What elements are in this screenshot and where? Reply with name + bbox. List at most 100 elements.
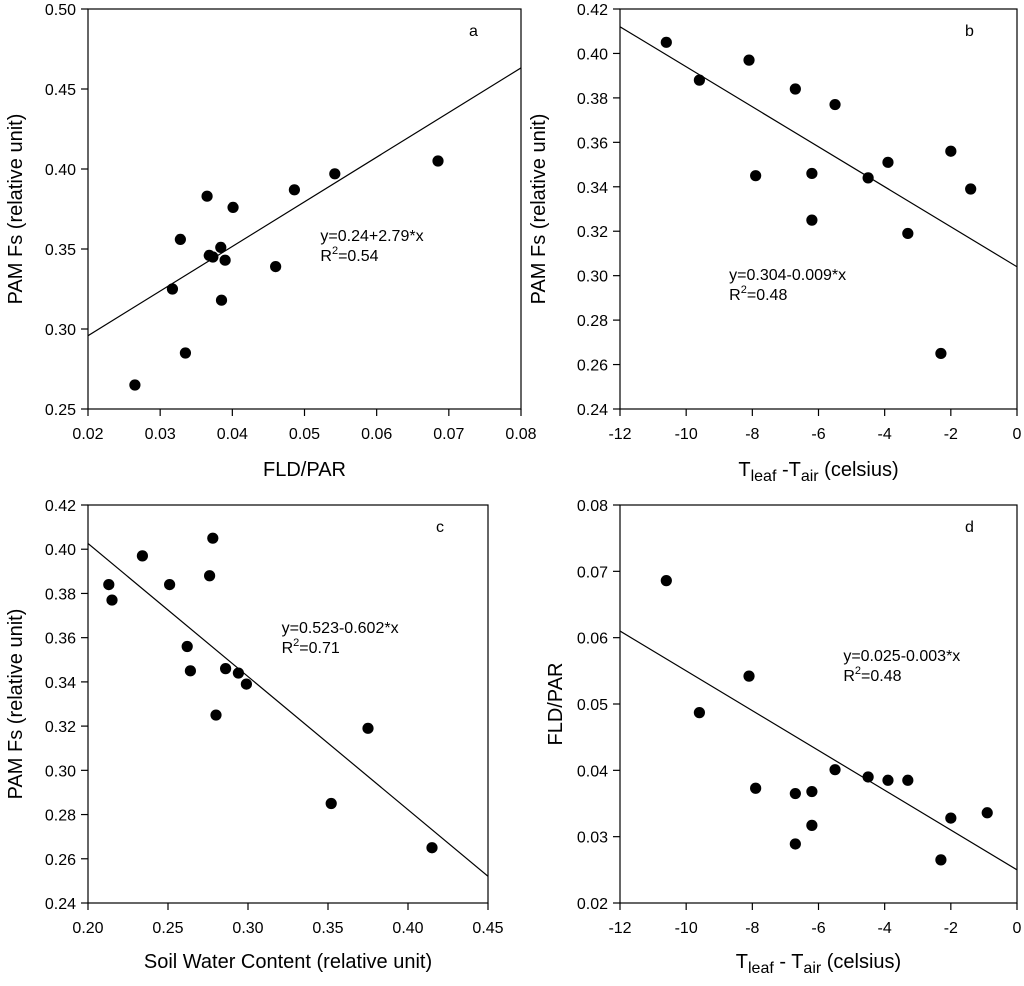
x-tick-label: 0.07 [433, 426, 464, 443]
y-tick-label: 0.38 [45, 586, 76, 603]
x-tick-label: 0.35 [312, 920, 343, 937]
plot-frame [619, 8, 1018, 410]
y-tick-label: 0.45 [45, 82, 76, 99]
x-tick-label: 0.03 [145, 426, 176, 443]
y-tick-label: 0.24 [577, 402, 608, 419]
panel-letter: a [469, 23, 478, 40]
data-point [215, 294, 228, 306]
y-tick-label: 0.30 [45, 763, 76, 780]
data-point [227, 201, 239, 213]
data-point [829, 98, 841, 111]
data-point [432, 155, 444, 167]
y-tick-label: 0.28 [577, 313, 608, 330]
data-point [935, 854, 947, 866]
x-tick-label: -10 [675, 920, 698, 937]
y-tick-label: 0.02 [577, 896, 608, 913]
y-tick-label: 0.28 [45, 808, 76, 825]
regression-line [620, 630, 1017, 871]
panel-letter: c [436, 519, 444, 536]
data-point [806, 214, 818, 226]
r-squared-prefix: R [843, 668, 855, 685]
regression-equation: y=0.025-0.003*x [843, 648, 960, 665]
y-tick-label: 0.24 [45, 896, 76, 913]
data-point [215, 241, 227, 253]
y-tick-label: 0.40 [45, 162, 76, 179]
data-point [179, 347, 192, 359]
r-squared-superscript: 2 [293, 637, 299, 649]
regression-equation: y=0.523-0.602*x [282, 620, 399, 637]
r-squared-prefix: R [320, 248, 332, 265]
y-tick-label: 0.40 [45, 542, 76, 559]
data-point [220, 663, 232, 675]
x-tick-label: 0.06 [361, 426, 392, 443]
x-axis-title-mid: -T [776, 459, 800, 481]
y-tick-label: 0.08 [577, 498, 608, 515]
x-axis-title-sub2: air [803, 960, 821, 977]
data-point [164, 579, 176, 591]
data-point [240, 678, 252, 690]
data-point [789, 83, 801, 95]
panel-a: 0.02 0.03 0.04 0.05 0.06 0.07 0.08 0.25 0.30 0.35… [5, 2, 537, 481]
data-point [184, 665, 196, 677]
x-axis-title-sub1: leaf [751, 468, 777, 485]
data-point [232, 667, 244, 679]
y-tick-label: 0.06 [577, 631, 608, 648]
data-point [166, 283, 179, 295]
x-tick-label: -4 [878, 426, 892, 443]
data-point [106, 594, 118, 606]
y-tick-label: 0.30 [45, 322, 76, 339]
regression-line [620, 26, 1017, 268]
y-tick-label: 0.05 [577, 697, 608, 714]
regression-line [88, 543, 488, 877]
y-tick-label: 0.40 [577, 46, 608, 63]
y-tick-label: 0.36 [45, 631, 76, 648]
x-tick-label: -8 [745, 920, 759, 937]
r-squared-value: =0.48 [747, 287, 788, 304]
data-point [693, 74, 706, 86]
x-tick-label: 0.05 [289, 426, 320, 443]
y-tick-label: 0.50 [45, 2, 76, 19]
plot-frame [87, 8, 522, 410]
data-point [660, 36, 672, 48]
panel-letter: d [965, 519, 974, 536]
x-axis-title: Tleaf - Tair (celsius) [736, 951, 901, 977]
data-point [219, 254, 231, 266]
data-point [862, 172, 874, 184]
r-squared-value: =0.54 [338, 248, 379, 265]
r-squared-superscript: 2 [855, 665, 861, 677]
x-axis-title-tail: (celsius) [821, 951, 901, 973]
r-squared: R2=0.71 [282, 637, 340, 657]
panel-c: 0.20 0.25 0.30 0.35 0.40 0.45 0.24 0.26 0.28 0.30… [5, 498, 504, 973]
data-point [103, 579, 115, 591]
y-axis-title: PAM Fs (relative unit) [528, 114, 550, 305]
data-point [789, 787, 801, 800]
data-point [743, 670, 755, 682]
x-axis-title-tail: (celsius) [819, 459, 899, 481]
r-squared-prefix: R [282, 640, 294, 657]
regression-line [88, 67, 521, 337]
y-tick-label: 0.03 [577, 830, 608, 847]
regression-equation: y=0.304-0.009*x [729, 267, 846, 284]
x-tick-label: -12 [608, 920, 631, 937]
x-tick-label: 0.08 [505, 426, 536, 443]
data-point [136, 550, 148, 562]
y-tick-label: 0.34 [577, 180, 608, 197]
r-squared-superscript: 2 [741, 284, 747, 296]
y-tick-label: 0.42 [45, 498, 76, 515]
x-tick-label: 0.02 [72, 426, 103, 443]
data-point [902, 774, 914, 786]
data-point [743, 54, 755, 66]
r-squared-value: =0.48 [861, 668, 902, 685]
x-tick-label: 0.45 [472, 920, 503, 937]
y-axis-title: PAM Fs (relative unit) [5, 609, 27, 800]
x-tick-label: -6 [811, 920, 825, 937]
y-tick-label: 0.34 [45, 675, 76, 692]
data-point [270, 261, 282, 273]
x-tick-label: -2 [944, 426, 958, 443]
x-axis-title-main1: T [738, 459, 750, 481]
x-axis-title: Tleaf -Tair (celsius) [738, 459, 898, 485]
x-axis-title: FLD/PAR [263, 459, 346, 481]
panel-b: -12 -10 -8 -6 -4 -2 0 0.24 0.26 0.28 0.30 0.32 0.34 0… [528, 2, 1022, 485]
data-point [426, 842, 438, 854]
data-point [693, 707, 706, 719]
